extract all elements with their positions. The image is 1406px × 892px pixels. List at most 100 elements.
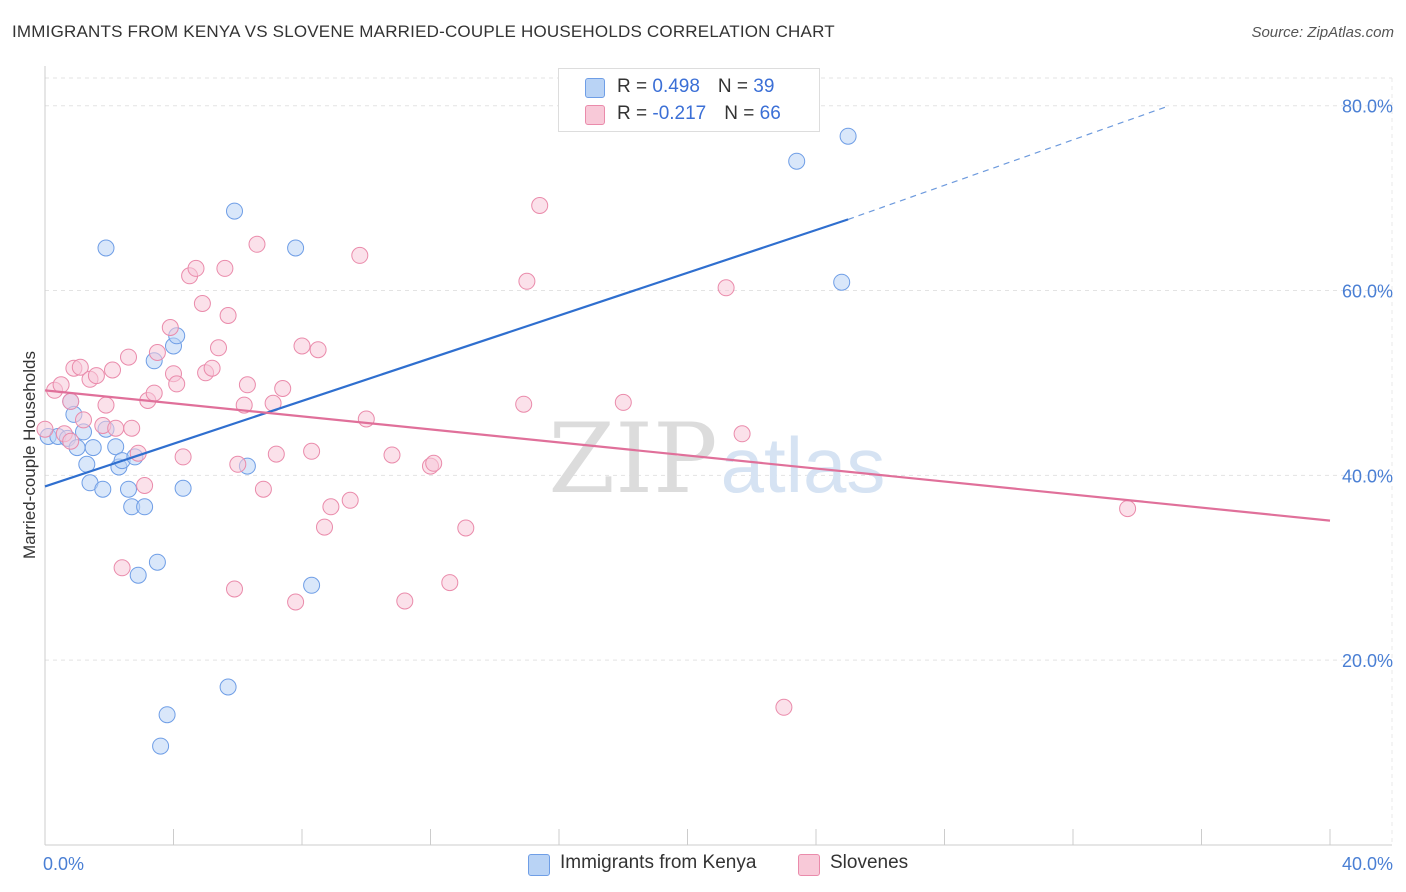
kenya-point bbox=[84, 439, 102, 457]
slovene-point bbox=[161, 319, 179, 336]
kenya-point bbox=[219, 678, 237, 696]
y-tick-label: 80.0% bbox=[1342, 97, 1393, 117]
slovene-point bbox=[229, 455, 247, 473]
legend-n-value: 66 bbox=[759, 103, 781, 124]
legend-r-value: -0.217 bbox=[652, 103, 707, 124]
slovene-point bbox=[515, 395, 533, 413]
legend-n-value: 39 bbox=[753, 76, 775, 97]
y-axis-label: Married-couple Households bbox=[20, 351, 39, 559]
slovene-point bbox=[457, 519, 475, 537]
y-tick-label: 20.0% bbox=[1342, 651, 1393, 671]
bottom-legend-swatch-slovenes bbox=[798, 854, 820, 876]
slovene-point bbox=[97, 396, 115, 414]
slovene-point bbox=[107, 419, 125, 437]
legend-swatch-kenya bbox=[585, 78, 605, 98]
kenya-point bbox=[174, 479, 192, 497]
slovene-point bbox=[396, 592, 414, 610]
slovene-point bbox=[203, 359, 221, 377]
kenya-point bbox=[833, 273, 851, 291]
kenya-point bbox=[94, 480, 112, 498]
bottom-legend-label-kenya: Immigrants from Kenya bbox=[560, 852, 757, 873]
slovene-point bbox=[383, 446, 401, 464]
slovene-point bbox=[104, 361, 121, 379]
slovene-point bbox=[267, 445, 285, 463]
legend-n-label: N = bbox=[724, 103, 760, 124]
legend-n-label: N = bbox=[717, 76, 754, 97]
bottom-legend-swatch-kenya bbox=[528, 854, 550, 876]
x-tick-label: 0.0% bbox=[43, 854, 84, 874]
slovene-point bbox=[351, 246, 369, 264]
slovene-point bbox=[168, 375, 186, 393]
kenya-point bbox=[788, 152, 806, 170]
slovene-point bbox=[309, 341, 327, 359]
y-tick-label: 40.0% bbox=[1342, 466, 1393, 486]
slovene-point bbox=[123, 419, 141, 437]
kenya-point bbox=[97, 239, 115, 257]
slovene-point bbox=[174, 448, 192, 466]
x-tick-label: 40.0% bbox=[1342, 854, 1393, 874]
watermark-zip: ZIP bbox=[548, 403, 717, 515]
kenya-point bbox=[107, 438, 125, 456]
slovene-point bbox=[113, 559, 131, 577]
kenya-point bbox=[287, 239, 305, 257]
slovene-point bbox=[136, 477, 154, 494]
slovene-point bbox=[216, 259, 234, 277]
slovene-point bbox=[120, 348, 137, 366]
slovene-point bbox=[148, 344, 166, 361]
slovene-point bbox=[226, 580, 243, 598]
kenya-point bbox=[839, 127, 857, 145]
slovene-point bbox=[531, 197, 549, 214]
kenya-trend-extension bbox=[847, 105, 1170, 220]
kenya-point bbox=[158, 706, 176, 724]
slovene-point bbox=[287, 593, 305, 611]
slovene-point bbox=[193, 295, 211, 312]
kenya-point bbox=[129, 566, 147, 584]
chart-title: IMMIGRANTS FROM KENYA VS SLOVENE MARRIED… bbox=[12, 22, 835, 41]
slovene-point bbox=[248, 235, 266, 253]
slovene-point bbox=[303, 442, 321, 460]
tick-labels: 20.0% 40.0% 60.0% 80.0% 0.0% 40.0% bbox=[43, 97, 1393, 874]
watermark: ZIP atlas bbox=[548, 403, 885, 515]
slovene-point bbox=[62, 392, 80, 410]
kenya-point bbox=[226, 202, 243, 220]
slovene-point bbox=[614, 393, 632, 411]
legend-r-value: 0.498 bbox=[652, 76, 700, 97]
scatter-points bbox=[36, 127, 1137, 755]
slovene-point bbox=[238, 376, 256, 394]
kenya-point bbox=[136, 498, 154, 516]
slovene-point bbox=[62, 432, 80, 450]
slovene-point bbox=[717, 279, 735, 297]
kenya-trend-line bbox=[44, 218, 849, 488]
slovene-point bbox=[357, 410, 375, 428]
legend-r-label: R = bbox=[617, 76, 653, 97]
kenya-point bbox=[148, 553, 166, 571]
legend-box: R = 0.498 N = 39 R = -0.217 N = 66 bbox=[558, 68, 820, 132]
slovene-point bbox=[293, 337, 311, 355]
axes bbox=[44, 66, 1392, 846]
slovene-point bbox=[71, 358, 89, 376]
slovene-point bbox=[274, 380, 292, 397]
slovene-point bbox=[316, 518, 333, 536]
legend-swatch-slovenes bbox=[585, 105, 605, 125]
slovene-point bbox=[254, 480, 272, 498]
bottom-legend-label-slovenes: Slovenes bbox=[830, 852, 909, 873]
slovene-point bbox=[341, 491, 359, 509]
y-tick-label: 60.0% bbox=[1342, 282, 1393, 302]
slovene-point bbox=[210, 339, 227, 357]
trend-lines bbox=[44, 105, 1331, 522]
slovene-point bbox=[775, 698, 793, 716]
slovene-point bbox=[518, 272, 536, 290]
kenya-point bbox=[120, 480, 137, 498]
slovene-point bbox=[187, 259, 205, 277]
slovene-point bbox=[322, 498, 340, 516]
legend-r-label: R = bbox=[617, 103, 653, 124]
slovene-point bbox=[1119, 500, 1137, 518]
slovene-point bbox=[87, 367, 105, 385]
slovene-point bbox=[145, 384, 163, 402]
slovene-point bbox=[219, 307, 237, 324]
kenya-point bbox=[152, 737, 170, 755]
slovene-point bbox=[733, 425, 751, 443]
source-label: Source: ZipAtlas.com bbox=[1251, 24, 1394, 41]
kenya-point bbox=[303, 576, 321, 594]
